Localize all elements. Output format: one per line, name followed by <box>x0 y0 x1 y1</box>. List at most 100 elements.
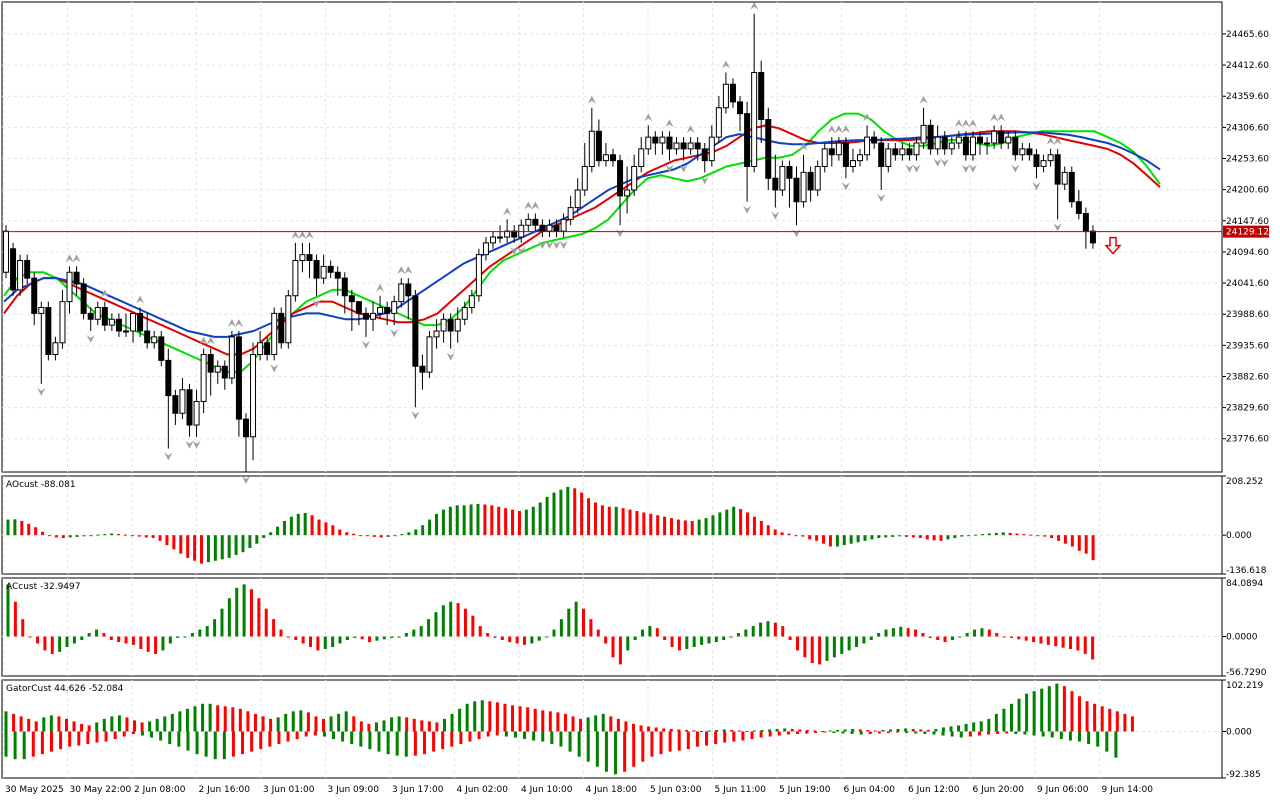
gator-lower-bar <box>241 731 245 755</box>
ac-bar <box>1024 636 1028 641</box>
gator-upper-bar <box>1070 691 1074 732</box>
ao-bar <box>552 492 556 536</box>
ao-bar <box>759 520 763 536</box>
gator-upper-bar <box>911 728 915 732</box>
ac-bar <box>736 633 740 637</box>
candle-body <box>398 283 405 303</box>
gator-lower-bar <box>805 731 809 734</box>
ao-bar <box>220 535 224 560</box>
candle-body <box>108 318 115 326</box>
ao-bar <box>414 529 418 536</box>
fractal-up-marker <box>827 125 836 134</box>
gator-upper-bar <box>95 722 99 732</box>
gator-upper-bar <box>397 716 401 732</box>
ac-bar <box>522 636 526 645</box>
ac-bar <box>390 636 394 638</box>
gator-upper-bar <box>1108 708 1112 732</box>
gator-lower-bar <box>541 731 545 742</box>
ao-bar <box>400 534 404 536</box>
ac-bar <box>294 636 298 641</box>
gator-upper-bar <box>752 730 756 732</box>
x-tick-label: 4 Jun 18:00 <box>586 785 638 795</box>
y-tick-label: 24147.60 <box>1226 217 1269 227</box>
y-tick-label: 0.000 <box>1226 531 1252 541</box>
ac-bar <box>744 629 748 637</box>
ao-bar <box>711 515 715 536</box>
ac-bar <box>1032 636 1036 643</box>
ao-bar <box>89 535 93 537</box>
gator-upper-bar <box>813 730 817 732</box>
ao-bar <box>974 534 978 536</box>
ao-bar <box>54 535 58 538</box>
gator-lower-bar <box>832 731 836 733</box>
ac-bar <box>331 636 335 647</box>
y-tick-label: -56.7290 <box>1226 668 1267 678</box>
fractal-down-marker <box>1053 223 1062 232</box>
ao-bar <box>1070 535 1074 547</box>
gator-upper-bar <box>654 727 658 732</box>
ao-bar <box>1084 535 1088 554</box>
candle-body <box>228 336 235 379</box>
candle-body <box>948 142 955 150</box>
fractal-up-marker <box>968 119 977 128</box>
fractal-up-marker <box>291 230 300 239</box>
gator-upper-bar <box>647 726 651 732</box>
ac-bar <box>655 628 659 637</box>
candle-body <box>1019 148 1026 156</box>
gator-upper-bar <box>102 718 106 732</box>
gator-upper-bar <box>148 721 152 732</box>
gator-lower-bar <box>177 731 181 747</box>
gator-lower-bar <box>886 731 890 733</box>
candle-body <box>765 119 772 179</box>
ac-bar <box>427 619 431 637</box>
gator-lower-bar <box>68 731 72 747</box>
gator-upper-bar <box>805 729 809 732</box>
x-tick-label: 5 Jun 03:00 <box>650 785 702 795</box>
ao-bar <box>1015 533 1019 536</box>
gator-upper-bar <box>246 711 250 732</box>
candle-body <box>278 312 285 344</box>
ao-bar <box>27 523 31 536</box>
candle-body <box>807 171 814 191</box>
fractal-up-marker <box>686 125 695 134</box>
candle-body <box>130 312 137 332</box>
ao-bar <box>303 513 307 536</box>
gator-lower-bar <box>650 731 654 757</box>
fractal-down-marker <box>164 452 173 461</box>
ao-bar <box>276 526 280 536</box>
ac-bar <box>722 636 726 641</box>
candle-body <box>504 230 511 238</box>
gator-upper-bar <box>405 717 409 732</box>
gator-lower-bar <box>568 731 572 752</box>
gator-upper-bar <box>238 708 242 732</box>
ac-bar <box>368 636 372 643</box>
ac-bar <box>545 636 549 638</box>
candle-body <box>955 136 962 144</box>
candle-body <box>1068 171 1075 203</box>
gator-lower-bar <box>786 731 790 735</box>
ao-bar <box>130 535 134 537</box>
y-tick-label: 23882.60 <box>1226 372 1269 382</box>
candle-body <box>737 101 744 115</box>
ac-bar <box>773 622 777 637</box>
fractal-down-marker <box>390 329 399 338</box>
y-tick-label: 23988.60 <box>1226 310 1269 320</box>
ac-bar <box>353 636 357 638</box>
gator-upper-bar <box>639 725 643 732</box>
fractal-up-marker <box>750 1 759 10</box>
gator-upper-bar <box>170 713 174 732</box>
gator-upper-bar <box>896 728 900 732</box>
candle-body <box>31 277 38 314</box>
gator-lower-bar <box>814 731 818 733</box>
ao-bar <box>932 535 936 541</box>
candle-body <box>461 307 468 320</box>
ao-bar <box>718 512 722 536</box>
gator-upper-bar <box>284 713 288 732</box>
gator-upper-bar <box>163 716 167 732</box>
gator-lower-bar <box>113 731 117 740</box>
gator-lower-bar <box>841 731 845 734</box>
gator-upper-bar <box>919 729 923 732</box>
gator-lower-bar <box>877 731 881 734</box>
y-tick-label: 208.252 <box>1226 477 1263 487</box>
ao-bar <box>607 506 611 536</box>
